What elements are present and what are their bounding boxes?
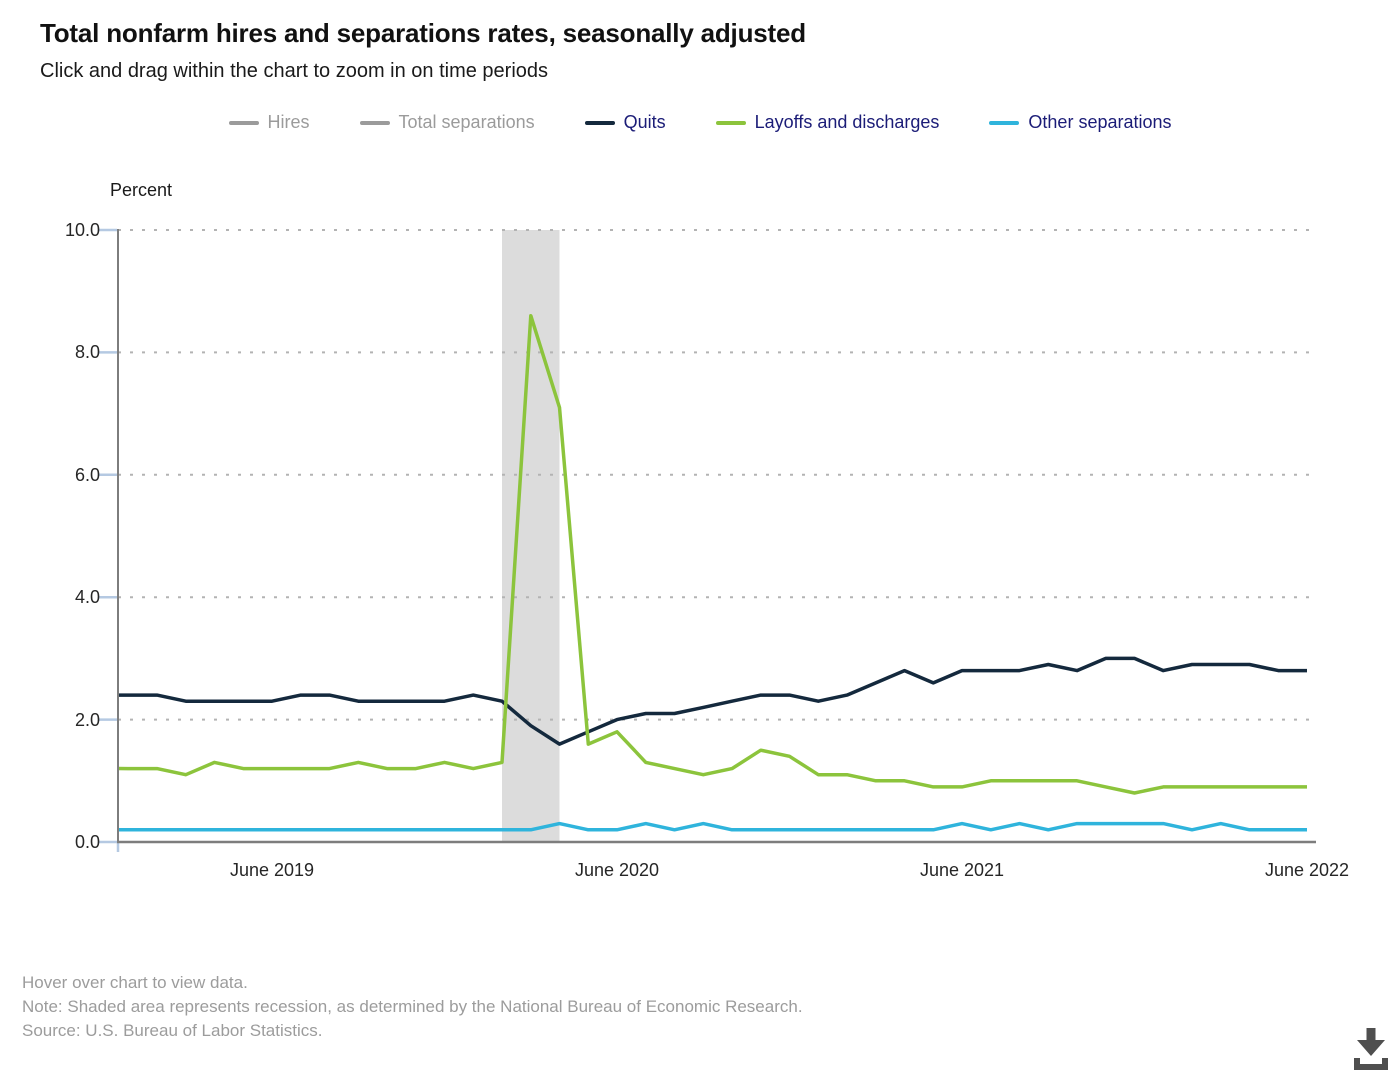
series-line-layoffs-and-discharges bbox=[117, 313, 1307, 795]
series-line-other-separations bbox=[117, 821, 1307, 832]
legend-item-layoffs-and-discharges[interactable]: Layoffs and discharges bbox=[715, 112, 940, 133]
legend: Hires Total separations Quits Layoffs and d… bbox=[0, 112, 1400, 133]
y-tick-label: 8.0 bbox=[74, 342, 100, 363]
y-axis-title: Percent bbox=[110, 180, 173, 200]
legend-swatch-total-separations-icon bbox=[359, 120, 390, 125]
series-line-quits bbox=[117, 656, 1307, 746]
legend-label: Hires bbox=[267, 112, 310, 132]
legend-item-hires[interactable]: Hires bbox=[228, 112, 310, 133]
y-tick-label: 6.0 bbox=[74, 464, 100, 485]
chart-footnotes: Hover over chart to view data. Note: Sha… bbox=[22, 971, 803, 1043]
x-tick-label: June 2019 bbox=[229, 860, 315, 880]
page-title: Total nonfarm hires and separations rate… bbox=[40, 18, 806, 48]
x-tick-label: June 2022 bbox=[1264, 860, 1350, 880]
y-tick-label: 2.0 bbox=[74, 709, 100, 730]
y-tick-label: 0.0 bbox=[74, 832, 100, 852]
legend-swatch-layoffs-and-discharges-icon bbox=[715, 120, 746, 125]
download-button[interactable] bbox=[1348, 1024, 1394, 1074]
legend-label: Quits bbox=[623, 112, 666, 132]
x-tick-label: June 2020 bbox=[574, 860, 660, 880]
legend-label: Layoffs and discharges bbox=[754, 112, 940, 132]
hover-hint: Hover over chart to view data. bbox=[22, 973, 248, 992]
y-tick-label: 10.0 bbox=[64, 220, 100, 240]
legend-swatch-hires-icon bbox=[228, 120, 259, 125]
legend-label: Other separations bbox=[1028, 112, 1172, 132]
x-tick-label: June 2021 bbox=[919, 860, 1005, 880]
download-icon bbox=[1354, 1028, 1388, 1070]
source-note: Source: U.S. Bureau of Labor Statistics. bbox=[22, 1021, 323, 1040]
legend-swatch-quits-icon bbox=[584, 120, 615, 125]
recession-note: Note: Shaded area represents recession, … bbox=[22, 997, 803, 1016]
legend-item-total-separations[interactable]: Total separations bbox=[359, 112, 535, 133]
chart-subtitle: Click and drag within the chart to zoom … bbox=[40, 60, 549, 82]
y-tick-label: 4.0 bbox=[74, 587, 100, 608]
legend-label: Total separations bbox=[398, 112, 535, 132]
legend-swatch-other-separations-icon bbox=[989, 120, 1020, 125]
legend-item-quits[interactable]: Quits bbox=[584, 112, 666, 133]
legend-item-other-separations[interactable]: Other separations bbox=[989, 112, 1172, 133]
